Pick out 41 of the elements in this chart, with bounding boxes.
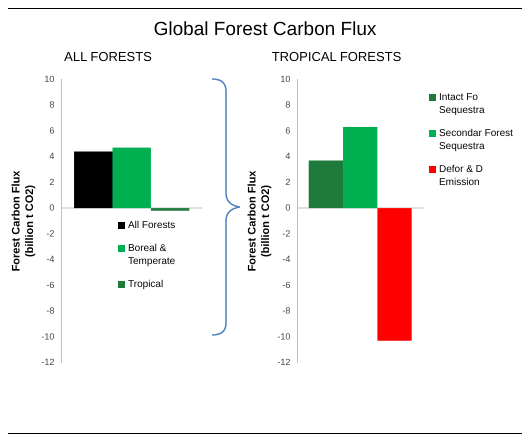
y-tick-label: -10 [41,331,54,342]
y-tick-label: 10 [280,74,290,84]
y-tick-label: -4 [282,254,290,264]
bar [150,208,190,211]
legend-label: Boreal & Temperate [128,242,176,268]
y-tick-label: 2 [285,176,290,187]
y-tick-label: -2 [282,228,290,238]
y-tick-label: -8 [46,306,54,316]
y-tick-label: 6 [49,125,54,136]
y-tick-label: 2 [49,176,54,187]
y-tick-label: -4 [46,254,54,264]
y-tick-label: -12 [277,357,290,368]
y-tick-label: -2 [46,228,54,238]
y-tick-label: 10 [44,74,54,84]
text: Global Forest Carbon Flux [152,19,378,42]
legend-label: All Forests [128,219,176,232]
y-axis-title: Forest Carbon Flux (billion t CO2) [10,170,36,272]
y-axis-title: Forest Carbon Flux (billion t CO2) [246,170,272,272]
bar [343,127,378,208]
bar [74,151,112,208]
y-tick-label: 4 [285,151,290,162]
chart-subtitle: ALL FORESTS [63,49,153,66]
bar [112,148,151,208]
y-tick-label: 0 [285,202,290,213]
legend-label: Secondar Forest Sequestra [439,127,514,153]
y-tick-label: 8 [49,100,54,110]
y-tick-label: -6 [46,280,54,290]
legend-label: Defor & D Emission [439,163,484,189]
y-tick-label: 6 [285,125,290,136]
y-tick-label: 0 [49,202,54,213]
y-tick-label: -8 [282,306,290,316]
chart-subtitle: TROPICAL FORESTS [270,49,402,66]
y-tick-label: 4 [49,151,54,162]
legend-label: Intact Fo Sequestra [439,91,486,117]
bar [308,160,344,208]
bar [377,208,412,341]
y-tick-label: -6 [282,280,290,290]
legend-label: Tropical [128,278,164,291]
y-tick-label: -10 [277,331,290,342]
y-tick-label: 8 [285,100,290,110]
y-tick-label: -12 [41,357,54,368]
